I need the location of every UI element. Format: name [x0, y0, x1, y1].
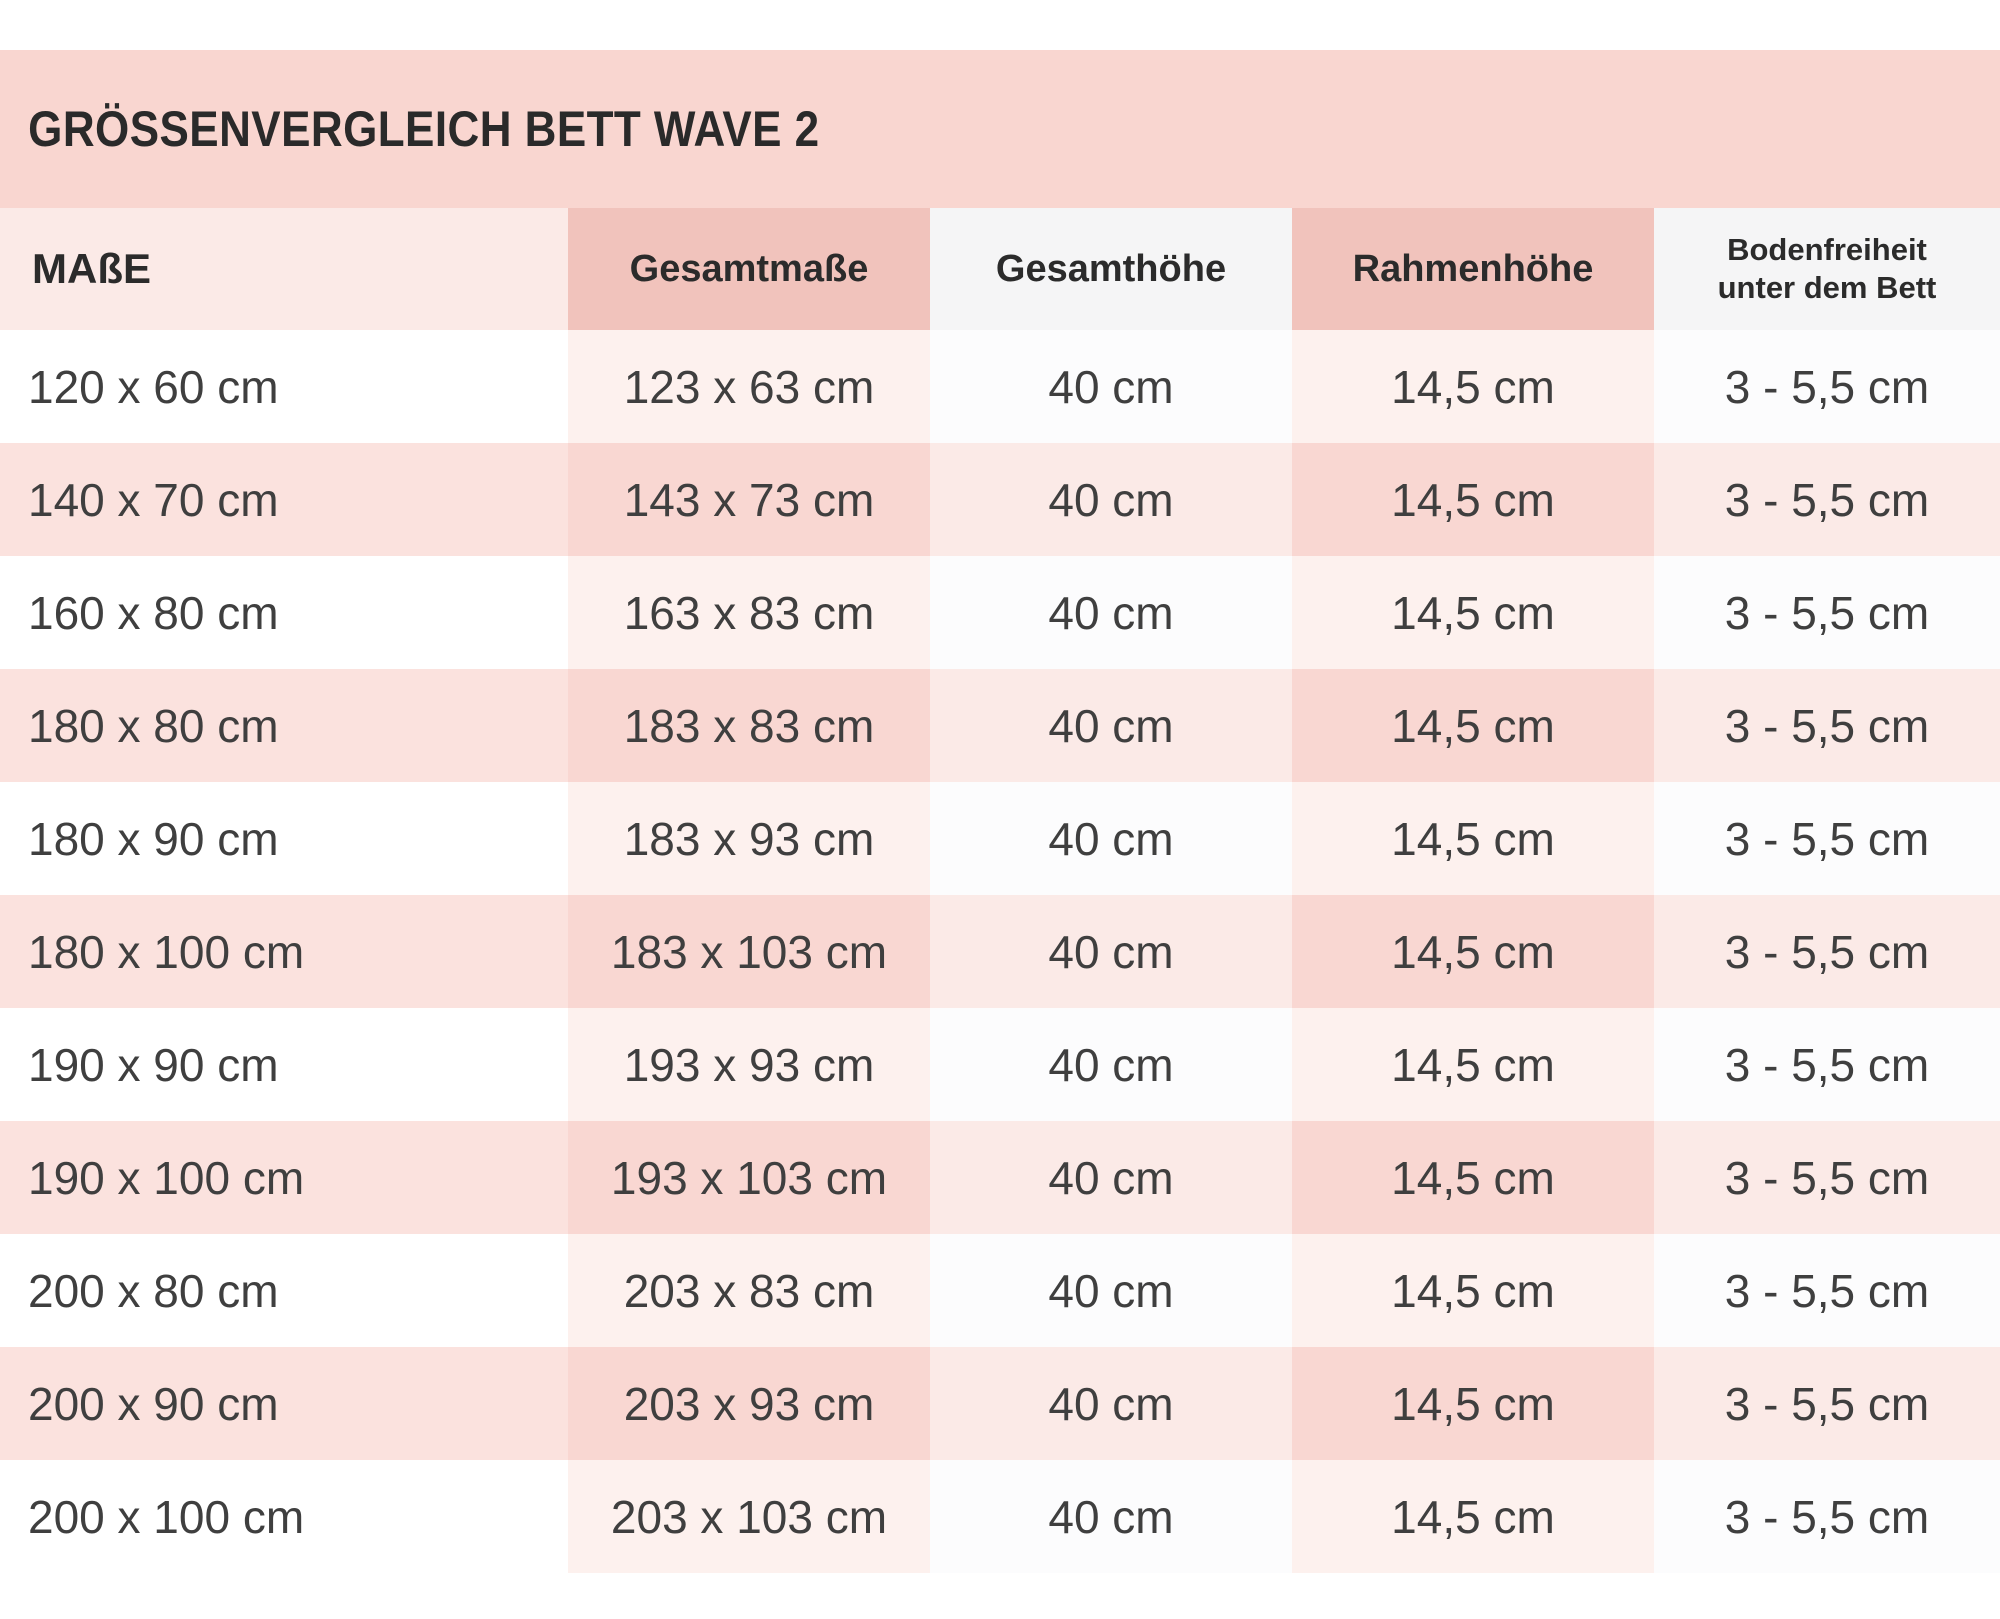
table-row: 200 x 100 cm 203 x 103 cm 40 cm 14,5 cm 3 - … [0, 1460, 2000, 1573]
table-cell: 180 x 80 cm [0, 669, 568, 782]
table-cell: 14,5 cm [1292, 1460, 1654, 1573]
table-row: 190 x 100 cm 193 x 103 cm 40 cm 14,5 cm 3 - … [0, 1121, 2000, 1234]
table-cell: 14,5 cm [1292, 1234, 1654, 1347]
table-cell: 14,5 cm [1292, 895, 1654, 1008]
table-cell: 40 cm [930, 1121, 1292, 1234]
table-row: 180 x 90 cm 183 x 93 cm 40 cm 14,5 cm 3 - 5,… [0, 782, 2000, 895]
table-cell: 40 cm [930, 1347, 1292, 1460]
column-header-label: Gesamthöhe [995, 247, 1227, 290]
table-cell: 140 x 70 cm [0, 443, 568, 556]
table-cell: 190 x 100 cm [0, 1121, 568, 1234]
table-cell: 3 - 5,5 cm [1654, 1008, 2000, 1121]
table-cell: 203 x 93 cm [568, 1347, 930, 1460]
table-cell: 203 x 103 cm [568, 1460, 930, 1573]
table-header-row: MAßE Gesamtmaße Gesamthöhe Rahmenhöhe Bo… [0, 208, 2000, 330]
page-title: GRÖSSENVERGLEICH BETT WAVE 2 [28, 101, 820, 157]
table-cell: 200 x 80 cm [0, 1234, 568, 1347]
table-cell: 183 x 93 cm [568, 782, 930, 895]
column-header-label: Rahmenhöhe [1352, 247, 1594, 290]
table-cell: 3 - 5,5 cm [1654, 330, 2000, 443]
column-header-label: Gesamtmaße [629, 247, 869, 290]
table-row: 180 x 80 cm 183 x 83 cm 40 cm 14,5 cm 3 - 5,… [0, 669, 2000, 782]
table-cell: 190 x 90 cm [0, 1008, 568, 1121]
table-cell: 14,5 cm [1292, 1121, 1654, 1234]
table-cell: 40 cm [930, 895, 1292, 1008]
table-cell: 3 - 5,5 cm [1654, 782, 2000, 895]
column-header-masse: MAßE [0, 208, 568, 330]
column-header-label-line: unter dem Bett [1717, 270, 1937, 305]
table-cell: 160 x 80 cm [0, 556, 568, 669]
column-header-rahmenhoehe: Rahmenhöhe [1292, 208, 1654, 330]
table-cell: 180 x 100 cm [0, 895, 568, 1008]
table-cell: 143 x 73 cm [568, 443, 930, 556]
column-header-label-line: Bodenfreiheit [1727, 232, 1927, 268]
column-header-bodenfreiheit: Bodenfreiheit unter dem Bett [1654, 208, 2000, 330]
table-cell: 183 x 83 cm [568, 669, 930, 782]
table-cell: 14,5 cm [1292, 669, 1654, 782]
table-cell: 3 - 5,5 cm [1654, 443, 2000, 556]
table-cell: 14,5 cm [1292, 443, 1654, 556]
table-cell: 180 x 90 cm [0, 782, 568, 895]
table-cell: 3 - 5,5 cm [1654, 1460, 2000, 1573]
title-bar: GRÖSSENVERGLEICH BETT WAVE 2 [0, 50, 2000, 208]
table-cell: 40 cm [930, 1234, 1292, 1347]
table-cell: 120 x 60 cm [0, 330, 568, 443]
table-cell: 14,5 cm [1292, 1347, 1654, 1460]
table-cell: 200 x 90 cm [0, 1347, 568, 1460]
table-cell: 3 - 5,5 cm [1654, 669, 2000, 782]
table-row: 200 x 80 cm 203 x 83 cm 40 cm 14,5 cm 3 - 5,… [0, 1234, 2000, 1347]
table-cell: 14,5 cm [1292, 1008, 1654, 1121]
table-body: 120 x 60 cm 123 x 63 cm 40 cm 14,5 cm 3 - 5,… [0, 330, 2000, 1573]
table-cell: 40 cm [930, 556, 1292, 669]
table-cell: 3 - 5,5 cm [1654, 1347, 2000, 1460]
table-cell: 163 x 83 cm [568, 556, 930, 669]
table-row: 140 x 70 cm 143 x 73 cm 40 cm 14,5 cm 3 - 5,… [0, 443, 2000, 556]
table-row: 120 x 60 cm 123 x 63 cm 40 cm 14,5 cm 3 - 5,… [0, 330, 2000, 443]
table-cell: 200 x 100 cm [0, 1460, 568, 1573]
table-cell: 40 cm [930, 669, 1292, 782]
table-cell: 193 x 103 cm [568, 1121, 930, 1234]
table-cell: 40 cm [930, 330, 1292, 443]
table-cell: 3 - 5,5 cm [1654, 895, 2000, 1008]
table-cell: 40 cm [930, 782, 1292, 895]
table-cell: 203 x 83 cm [568, 1234, 930, 1347]
table-row: 200 x 90 cm 203 x 93 cm 40 cm 14,5 cm 3 - 5,… [0, 1347, 2000, 1460]
column-header-gesamthoehe: Gesamthöhe [930, 208, 1292, 330]
table-cell: 3 - 5,5 cm [1654, 1121, 2000, 1234]
table-row: 180 x 100 cm 183 x 103 cm 40 cm 14,5 cm 3 - … [0, 895, 2000, 1008]
table-cell: 14,5 cm [1292, 556, 1654, 669]
column-header-gesamtmasse: Gesamtmaße [568, 208, 930, 330]
column-header-label: MAßE [32, 245, 151, 292]
table-row: 190 x 90 cm 193 x 93 cm 40 cm 14,5 cm 3 - 5,… [0, 1008, 2000, 1121]
table-cell: 40 cm [930, 1460, 1292, 1573]
table-cell: 40 cm [930, 1008, 1292, 1121]
table-row: 160 x 80 cm 163 x 83 cm 40 cm 14,5 cm 3 - 5,… [0, 556, 2000, 669]
table-cell: 3 - 5,5 cm [1654, 556, 2000, 669]
table-cell: 123 x 63 cm [568, 330, 930, 443]
table-cell: 14,5 cm [1292, 330, 1654, 443]
table-cell: 193 x 93 cm [568, 1008, 930, 1121]
table-cell: 3 - 5,5 cm [1654, 1234, 2000, 1347]
table-cell: 40 cm [930, 443, 1292, 556]
table-cell: 14,5 cm [1292, 782, 1654, 895]
table-cell: 183 x 103 cm [568, 895, 930, 1008]
